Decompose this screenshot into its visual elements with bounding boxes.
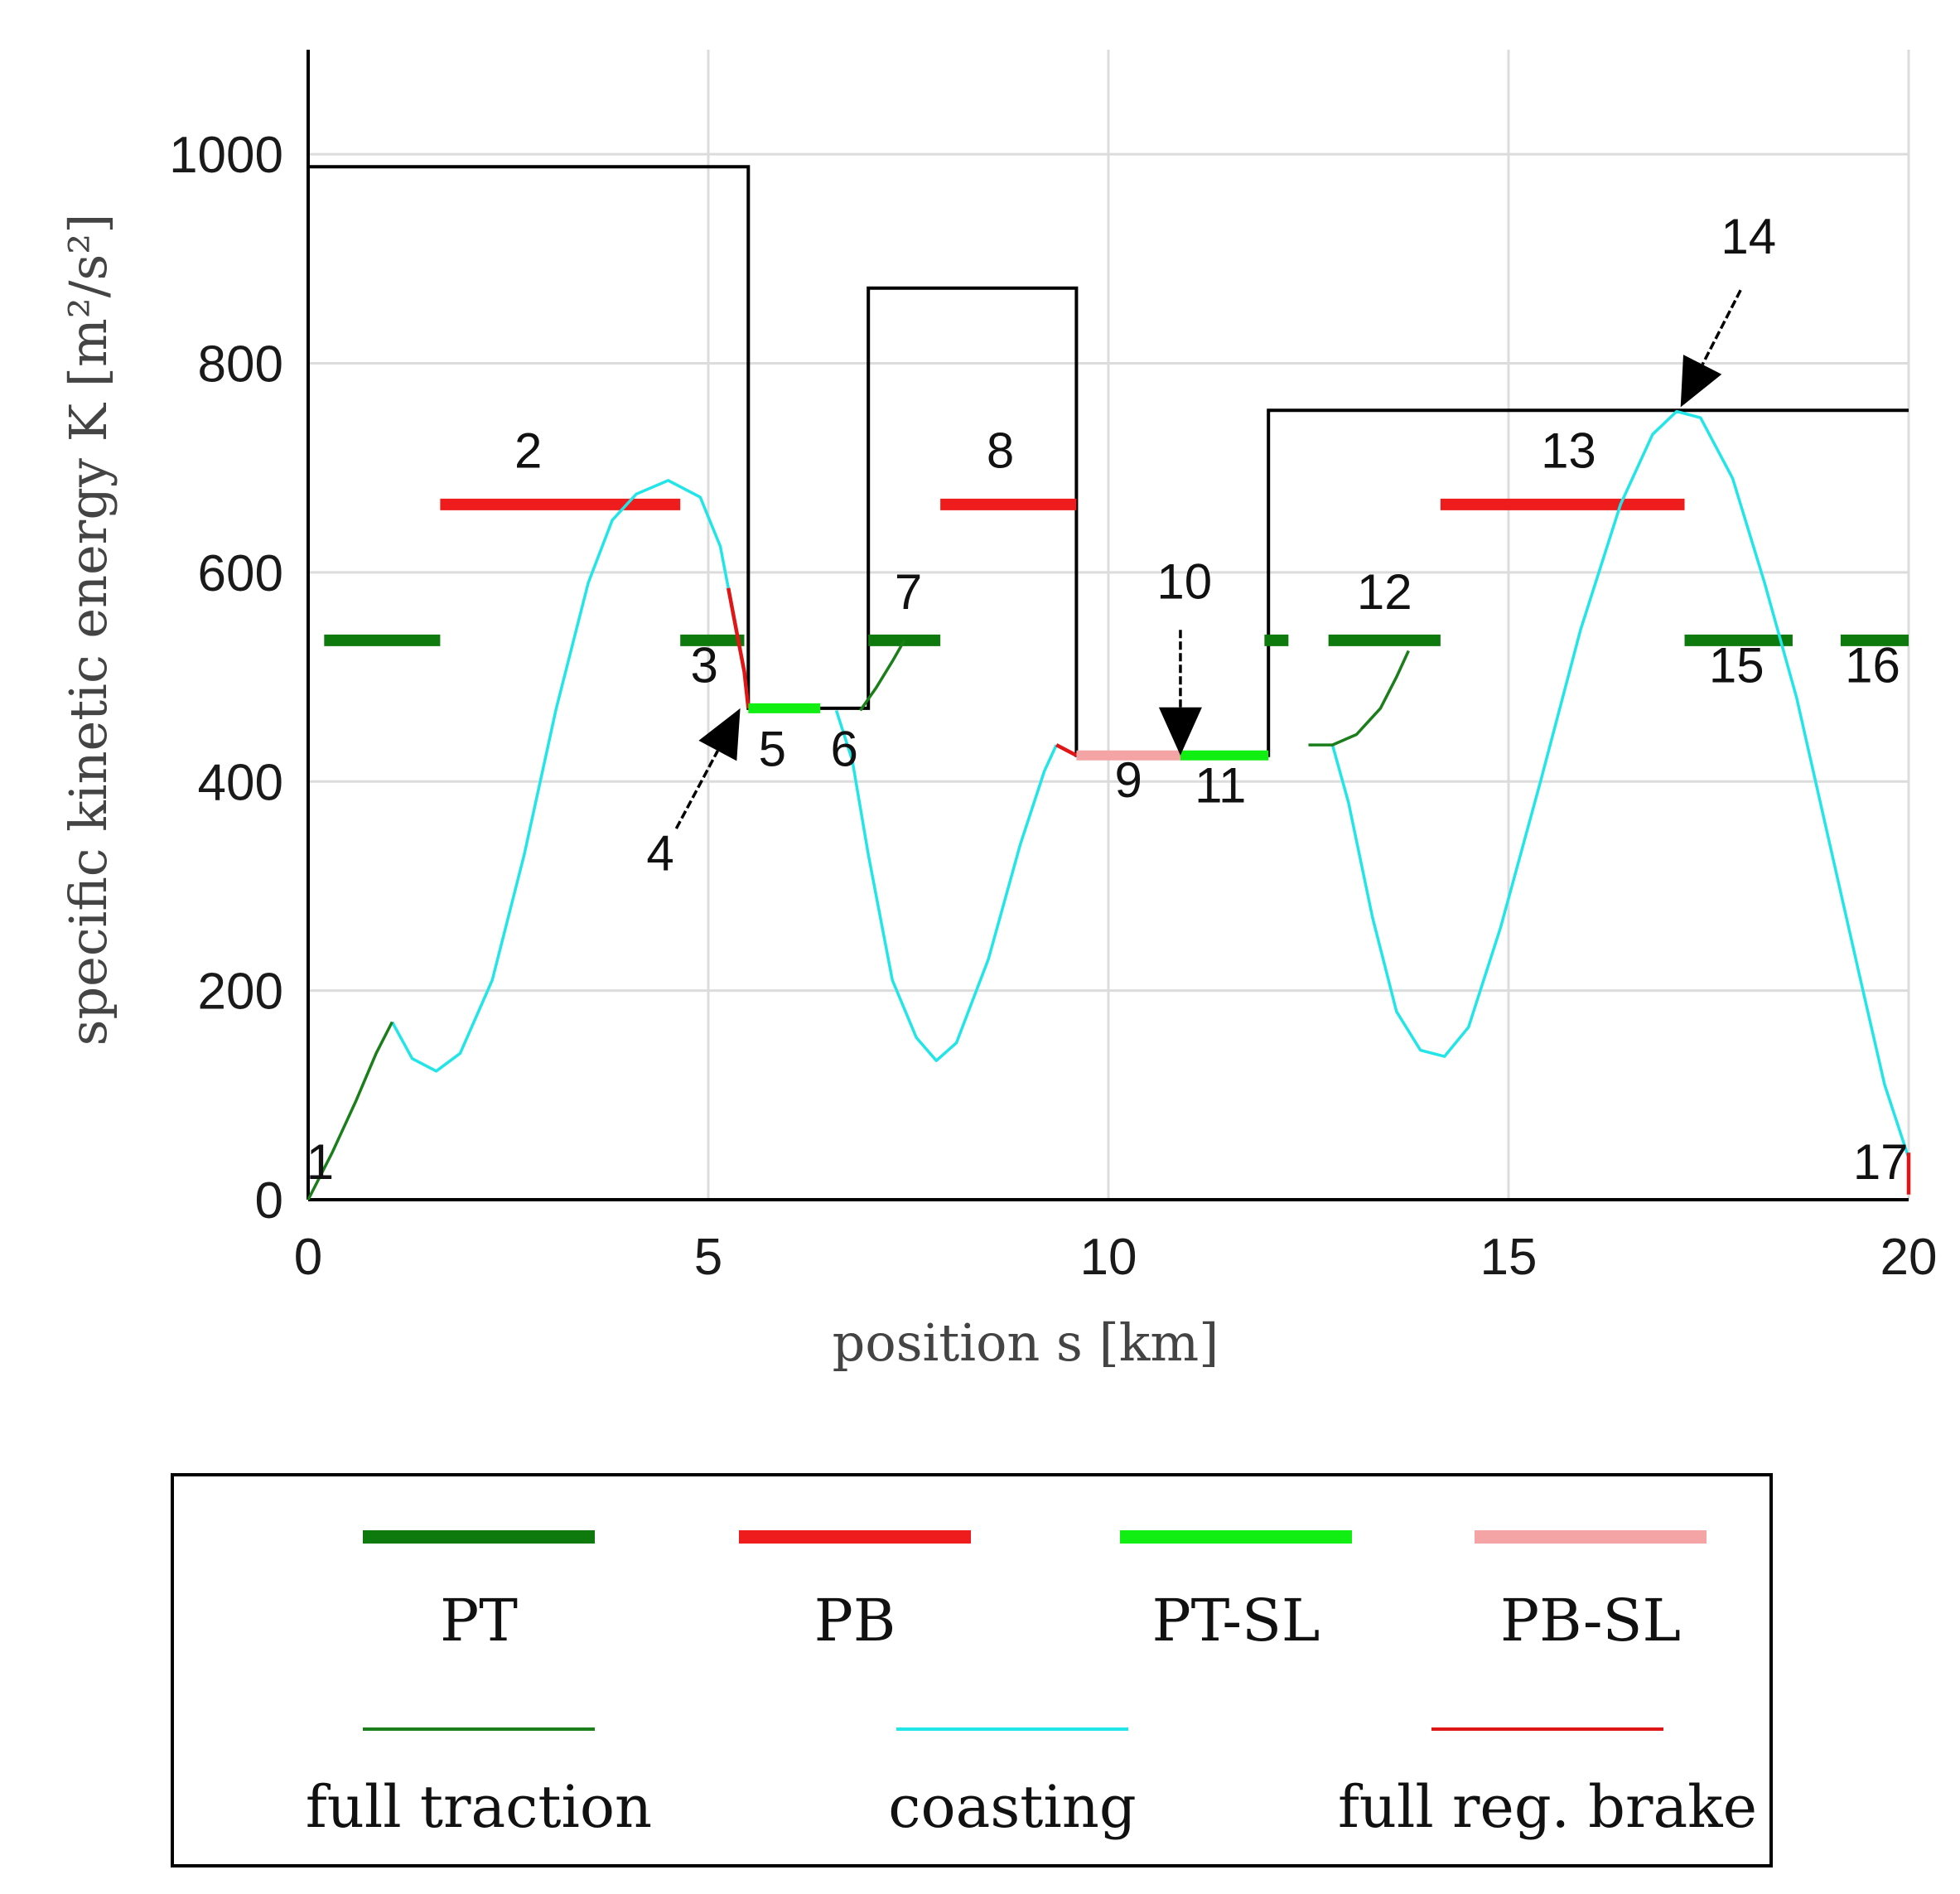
x-tick-label: 15 [1480,1229,1538,1286]
annotation-label: 3 [690,637,717,693]
legend-label: full reg. brake [1338,1773,1757,1841]
y-tick-label: 800 [198,336,283,394]
annotation-arrow-head [1680,355,1722,408]
annotation-label: 15 [1709,637,1764,693]
x-tick-label: 0 [294,1229,322,1286]
x-tick-label: 5 [694,1229,722,1286]
annotation-label: 2 [514,423,542,479]
legend-label: PT-SL [1152,1587,1320,1655]
coasting-curve [1330,409,1910,1159]
annotation-label: 7 [895,564,922,620]
annotation-arrow-shaft [1701,289,1742,365]
annotation-label: 1 [307,1134,334,1190]
annotation-label: 9 [1114,752,1142,808]
annotation-label: 14 [1721,209,1776,264]
grid [307,50,1910,1201]
full-reg-brake-curve [1055,743,1078,757]
annotation-label: 5 [759,721,786,776]
annotation-label: 11 [1195,758,1246,814]
full-traction-curve [307,1021,393,1201]
y-tick-label: 600 [198,545,283,602]
legend-label: coasting [888,1773,1136,1841]
full-traction-curve [859,640,906,712]
y-axis-label: specific kinetic energy K [m²/s²] [58,214,118,1046]
annotation-label: 4 [646,826,673,882]
y-tick-label: 0 [255,1172,283,1230]
y-tick-label: 400 [198,754,283,811]
y-tick-label: 1000 [169,127,283,184]
legend-label: PB [814,1587,896,1655]
annotation-label: 8 [987,423,1014,479]
x-tick-label: 20 [1880,1229,1938,1286]
y-tick-label: 200 [198,964,283,1021]
legend-label: PB-SL [1500,1587,1681,1655]
annotation-label: 6 [831,721,858,776]
annotation-label: 12 [1357,564,1412,620]
x-tick-label: 10 [1080,1229,1137,1286]
x-axis-label: position s [km] [833,1312,1219,1373]
series-layer [307,165,1911,1201]
annotation-arrow-head [698,708,741,761]
axes [307,50,1909,1201]
annotation-arrow-shaft [674,750,719,829]
coasting-curve [390,479,730,1073]
annotation-label: 16 [1845,637,1900,693]
full-reg-brake-curve [726,587,751,709]
annotation-arrow-head [1158,707,1202,756]
full-traction-curve [1308,650,1410,746]
annotation-label: 13 [1541,423,1596,479]
speed-limit-line [308,165,1909,757]
annotation-label: 17 [1853,1134,1909,1190]
annotation-label: 10 [1156,553,1212,609]
legend-label: PT [440,1587,518,1655]
coasting-curve [834,709,1058,1062]
legend-label: full traction [306,1773,652,1841]
legend: PT PB PT-SL PB-SL full traction coasting full … [171,1473,1773,1867]
